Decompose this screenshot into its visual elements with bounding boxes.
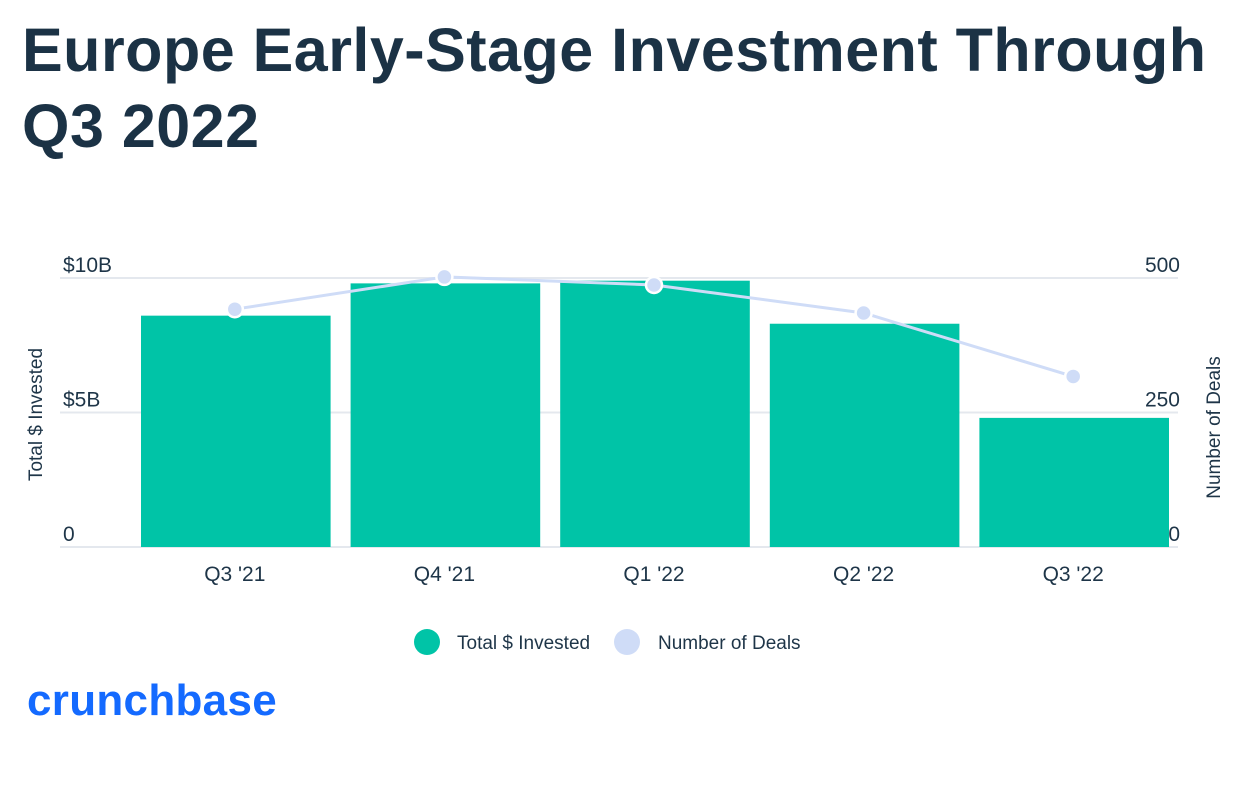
y-right-axis-title: Number of Deals [1204, 356, 1225, 499]
deals-point [1063, 367, 1083, 386]
line-series [225, 267, 1083, 386]
legend-swatch [614, 629, 640, 655]
chart-title: Europe Early-Stage Investment Through Q3… [22, 16, 1207, 160]
deals-point [435, 267, 454, 287]
y-right-tick-label: 0 [1168, 523, 1180, 546]
axes: 0 $5B $10B 0 250 500 Total $ Invested Number of… [26, 254, 1225, 586]
y-left-axis-title: Total $ Invested [26, 348, 47, 481]
crunchbase-logo: crunchbase [27, 676, 277, 725]
legend-label: Number of Deals [658, 633, 801, 654]
y-left-tick-label: $10B [63, 254, 112, 277]
legend: Total $ Invested Number of Deals [414, 629, 801, 655]
bar [979, 417, 1169, 547]
bar [141, 315, 331, 547]
bar [560, 280, 750, 547]
y-left-tick-label: 0 [63, 523, 75, 546]
deals-point [225, 299, 245, 319]
deals-point [854, 303, 873, 323]
legend-label: Total $ Invested [457, 633, 590, 654]
deals-point [644, 275, 664, 295]
bar [769, 323, 960, 547]
y-right-tick-label: 500 [1145, 254, 1180, 277]
x-tick-label: Q3 '21 [204, 563, 265, 586]
x-tick-label: Q1 '22 [623, 563, 684, 586]
x-tick-label: Q2 '22 [833, 563, 894, 586]
y-right-tick-label: 250 [1145, 389, 1180, 412]
y-left-tick-label: $5B [63, 389, 100, 412]
bar-series [141, 280, 1169, 547]
bar [350, 283, 541, 547]
x-tick-label: Q3 '22 [1043, 563, 1104, 586]
legend-swatch [414, 629, 440, 655]
x-tick-label: Q4 '21 [414, 563, 475, 586]
